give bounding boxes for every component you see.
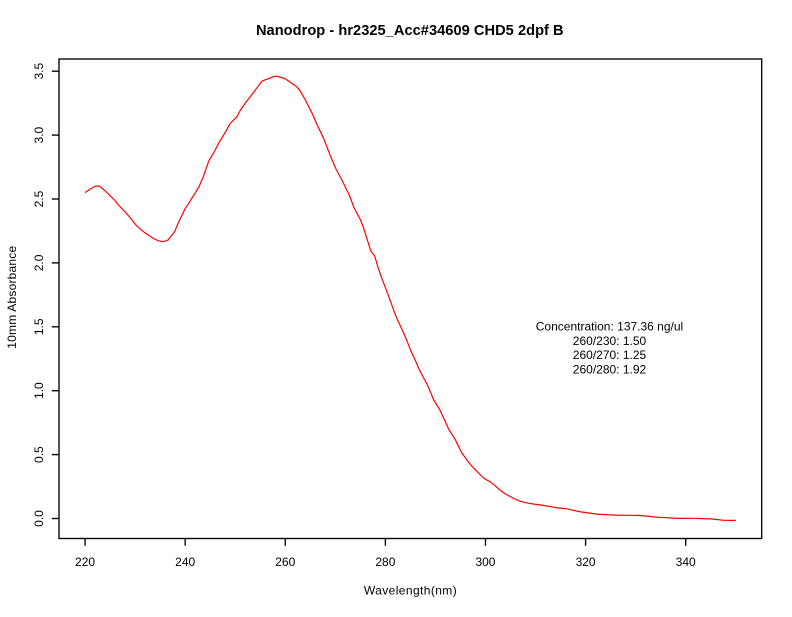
svg-text:Wavelength(nm): Wavelength(nm) bbox=[364, 584, 457, 598]
svg-text:320: 320 bbox=[576, 555, 596, 569]
svg-text:260/270: 1.25: 260/270: 1.25 bbox=[573, 348, 647, 362]
svg-text:1.0: 1.0 bbox=[32, 382, 46, 399]
svg-text:260: 260 bbox=[275, 555, 295, 569]
svg-text:1.5: 1.5 bbox=[32, 318, 46, 335]
svg-text:240: 240 bbox=[175, 555, 195, 569]
svg-text:260/280: 1.92: 260/280: 1.92 bbox=[573, 363, 647, 377]
svg-text:0.5: 0.5 bbox=[32, 446, 46, 463]
svg-text:0.0: 0.0 bbox=[32, 510, 46, 527]
svg-text:340: 340 bbox=[676, 555, 696, 569]
svg-text:2.0: 2.0 bbox=[32, 254, 46, 271]
svg-text:2.5: 2.5 bbox=[32, 190, 46, 207]
svg-text:Nanodrop - hr2325_Acc#34609 CH: Nanodrop - hr2325_Acc#34609 CHD5 2dpf B bbox=[256, 23, 564, 39]
svg-text:260/230: 1.50: 260/230: 1.50 bbox=[573, 334, 647, 348]
svg-text:10mm Absorbance: 10mm Absorbance bbox=[5, 246, 19, 349]
svg-text:Concentration: 137.36 ng/ul: Concentration: 137.36 ng/ul bbox=[536, 319, 683, 333]
svg-text:280: 280 bbox=[375, 555, 395, 569]
svg-text:3.0: 3.0 bbox=[32, 126, 46, 143]
svg-text:220: 220 bbox=[75, 555, 95, 569]
svg-text:300: 300 bbox=[475, 555, 495, 569]
svg-text:3.5: 3.5 bbox=[32, 63, 46, 80]
